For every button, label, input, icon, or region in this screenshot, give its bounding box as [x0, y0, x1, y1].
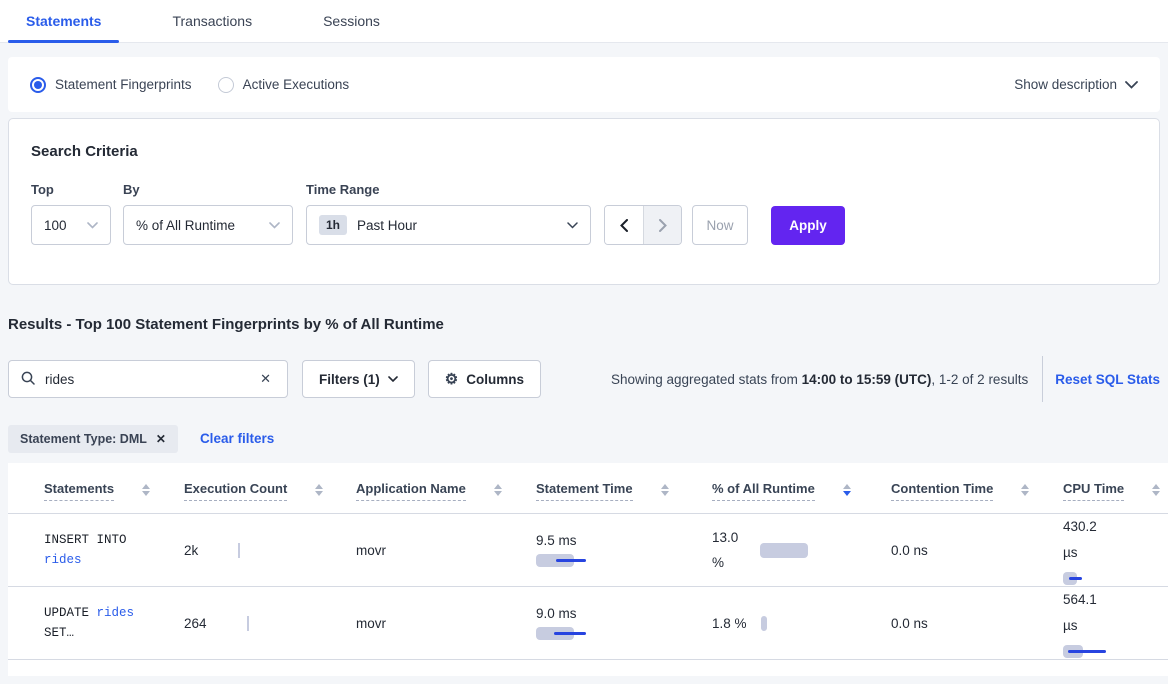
by-label: By: [123, 182, 140, 197]
col-header-execution-count[interactable]: Execution Count: [184, 481, 288, 501]
columns-button[interactable]: ⚙ Columns: [427, 360, 541, 398]
col-header-contention-time[interactable]: Contention Time: [891, 481, 994, 501]
statements-table: Statements Execution Count Application N…: [8, 463, 1168, 676]
col-header-statements[interactable]: Statements: [44, 481, 115, 501]
chevron-left-icon: [620, 218, 628, 232]
sort-icon[interactable]: [315, 484, 324, 496]
now-button[interactable]: Now: [692, 205, 748, 245]
radio-active-executions[interactable]: Active Executions: [217, 76, 350, 93]
table-row: INSERT INTO rides 2k movr 9.5 ms 13.0 % …: [8, 514, 1168, 587]
filters-button[interactable]: Filters (1): [302, 360, 415, 398]
statement-time-bar: [536, 553, 596, 568]
application-name-cell: movr: [356, 615, 386, 631]
statement-fingerprint-cell: INSERT INTO rides: [44, 533, 127, 567]
columns-label: Columns: [466, 371, 524, 387]
filter-chip-label: Statement Type: DML: [20, 431, 147, 446]
runtime-pct-bar: [760, 615, 767, 631]
runtime-pct-cell: 13.0 %: [712, 525, 891, 575]
search-criteria-title: Search Criteria: [31, 143, 138, 160]
sort-icon[interactable]: [1152, 484, 1161, 496]
filters-label: Filters (1): [319, 371, 380, 387]
statement-link[interactable]: rides: [44, 553, 82, 567]
cpu-time-cell: 564.1 µs: [1063, 587, 1168, 659]
results-controls: ✕ Filters (1) ⚙ Columns Showing aggregat…: [8, 356, 1160, 402]
statement-fingerprint-cell: UPDATE rides SET…: [44, 606, 135, 640]
prev-time-button[interactable]: [605, 206, 643, 244]
execution-count-cell: 2k: [184, 542, 356, 558]
chevron-down-icon: [1125, 80, 1138, 89]
col-header-pct-runtime[interactable]: % of All Runtime: [712, 481, 815, 501]
runtime-pct-cell: 1.8 %: [712, 615, 891, 631]
aggregated-stats-text: Showing aggregated stats from 14:00 to 1…: [611, 371, 1029, 387]
execution-count-cell: 264: [184, 615, 356, 631]
sort-icon[interactable]: [1021, 484, 1030, 496]
reset-sql-stats-link[interactable]: Reset SQL Stats: [1055, 371, 1160, 387]
chevron-down-icon: [387, 376, 398, 382]
sort-icon-active-desc[interactable]: [842, 484, 851, 496]
table-row: UPDATE rides SET… 264 movr 9.0 ms 1.8 % …: [8, 587, 1168, 660]
page-tabs: Statements Transactions Sessions: [0, 0, 1168, 43]
chevron-down-icon: [87, 221, 98, 229]
statement-time-cell: 9.5 ms: [536, 533, 712, 568]
time-range-badge: 1h: [319, 215, 348, 235]
time-nav-group: [604, 205, 682, 245]
radio-unselected-icon: [217, 76, 234, 93]
chevron-down-icon: [567, 221, 578, 229]
next-time-button[interactable]: [643, 206, 681, 244]
filter-chip-statement-type[interactable]: Statement Type: DML ✕: [8, 424, 178, 453]
remove-filter-icon[interactable]: ✕: [155, 431, 166, 446]
cpu-time-bar: [1063, 572, 1123, 586]
top-value: 100: [44, 217, 67, 233]
sort-icon[interactable]: [142, 484, 151, 496]
execution-count-bar: [246, 615, 249, 631]
tab-transactions[interactable]: Transactions: [172, 13, 253, 29]
search-input[interactable]: [45, 371, 257, 387]
radio-selected-icon: [30, 76, 46, 93]
radio-label: Active Executions: [242, 77, 350, 92]
table-header-row: Statements Execution Count Application N…: [8, 463, 1168, 514]
col-header-application-name[interactable]: Application Name: [356, 481, 466, 501]
radio-label: Statement Fingerprints: [55, 77, 192, 92]
radio-statement-fingerprints[interactable]: Statement Fingerprints: [30, 76, 192, 93]
contention-time-cell: 0.0 ns: [891, 542, 928, 558]
stats-time-range: 14:00 to 15:59 (UTC): [801, 371, 932, 387]
statement-time-bar: [536, 626, 596, 641]
statement-time-cell: 9.0 ms: [536, 606, 712, 641]
divider: [1042, 356, 1044, 402]
time-range-label: Time Range: [306, 182, 380, 197]
by-select[interactable]: % of All Runtime: [123, 205, 293, 245]
sort-icon[interactable]: [493, 484, 502, 496]
search-icon: [21, 371, 35, 388]
apply-button[interactable]: Apply: [771, 206, 845, 245]
search-criteria-card: Search Criteria Top 100 By % of All Runt…: [8, 118, 1160, 285]
clear-filters-link[interactable]: Clear filters: [199, 431, 275, 446]
clear-search-icon[interactable]: ✕: [260, 371, 271, 386]
col-header-statement-time[interactable]: Statement Time: [536, 481, 633, 501]
chevron-down-icon: [269, 221, 280, 229]
top-label: Top: [31, 182, 54, 197]
sort-icon[interactable]: [660, 484, 669, 496]
time-range-select[interactable]: 1h Past Hour: [306, 205, 591, 245]
search-box: ✕: [8, 360, 288, 398]
tab-sessions[interactable]: Sessions: [323, 13, 380, 29]
view-toggle-panel: Statement Fingerprints Active Executions…: [8, 57, 1160, 112]
contention-time-cell: 0.0 ns: [891, 615, 928, 631]
application-name-cell: movr: [356, 542, 386, 558]
show-description-label: Show description: [1014, 77, 1117, 92]
runtime-pct-bar: [760, 542, 808, 558]
time-range-value: Past Hour: [357, 217, 418, 233]
filter-chips-row: Statement Type: DML ✕ Clear filters: [8, 424, 1160, 453]
col-header-cpu-time[interactable]: CPU Time: [1063, 481, 1125, 501]
statement-link[interactable]: rides: [96, 606, 135, 620]
gear-icon: ⚙: [444, 370, 459, 388]
cpu-time-cell: 430.2 µs: [1063, 514, 1168, 586]
top-select[interactable]: 100: [31, 205, 111, 245]
results-heading: Results - Top 100 Statement Fingerprints…: [8, 316, 444, 333]
cpu-time-bar: [1063, 645, 1123, 659]
execution-count-bar: [238, 542, 241, 558]
by-value: % of All Runtime: [136, 217, 236, 233]
tab-statements[interactable]: Statements: [8, 13, 120, 43]
chevron-right-icon: [658, 218, 667, 232]
show-description-toggle[interactable]: Show description: [1014, 77, 1138, 92]
